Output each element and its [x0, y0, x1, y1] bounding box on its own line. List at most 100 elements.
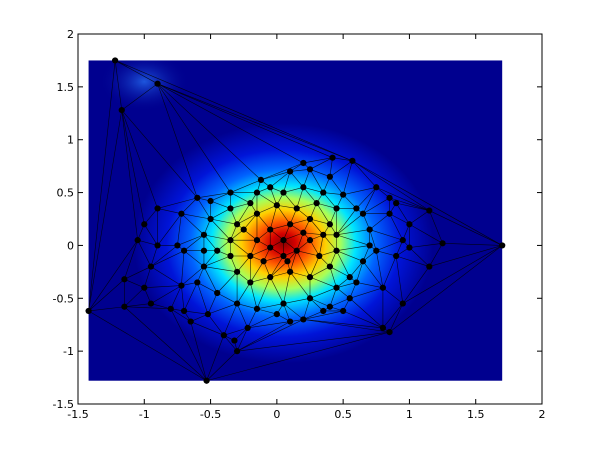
- triangulation-edge: [203, 250, 218, 267]
- data-point: [280, 189, 287, 196]
- triangulation-edge: [181, 285, 185, 312]
- triangulation-edge: [237, 303, 258, 310]
- triangulation-edge: [402, 266, 430, 304]
- y-tick-label: 1: [67, 134, 74, 147]
- data-point: [379, 284, 387, 291]
- triangulation-edge: [336, 213, 364, 236]
- triangulation-edge: [283, 171, 291, 193]
- triangulation-edge: [409, 243, 443, 248]
- triangulation-edge: [114, 60, 123, 111]
- data-point: [287, 268, 294, 275]
- data-point: [399, 237, 406, 244]
- triangulation-edge: [303, 157, 333, 164]
- triangulation-edge: [181, 213, 205, 236]
- data-point: [227, 252, 234, 260]
- triangulation-edge: [223, 303, 238, 336]
- triangulation-edge: [124, 266, 152, 280]
- triangulation-edge: [303, 319, 390, 333]
- triangulation-edge: [197, 282, 218, 294]
- triangulation-edge: [247, 313, 277, 329]
- triangulation-edge: [389, 213, 404, 241]
- data-point: [147, 300, 155, 307]
- triangulation-edge: [170, 285, 182, 309]
- triangulation-edge: [157, 197, 198, 209]
- triangulation-edge: [88, 306, 125, 312]
- triangulation-edge: [336, 208, 357, 236]
- data-point: [260, 258, 267, 265]
- data-point: [141, 221, 148, 228]
- triangulation-edge: [309, 266, 331, 278]
- triangulation-edge: [230, 192, 251, 204]
- data-point: [287, 318, 294, 325]
- triangulation-edge: [121, 110, 145, 225]
- triangulation-edge: [157, 83, 198, 198]
- triangulation-edge: [336, 282, 357, 289]
- triangulation-edge: [290, 271, 311, 278]
- triangulation-edge: [396, 202, 430, 211]
- triangulation-edge: [349, 287, 384, 299]
- triangulation-edge: [352, 160, 430, 211]
- triangulation-edge: [362, 261, 384, 288]
- triangulation-edge: [210, 192, 231, 202]
- triangulation-edge: [309, 169, 330, 177]
- data-point: [247, 200, 254, 207]
- data-point: [220, 332, 227, 339]
- y-tick-label: 0: [67, 239, 74, 252]
- triangulation-edge: [356, 187, 377, 209]
- triangulation-edge: [369, 229, 377, 251]
- triangulation-edge: [269, 187, 278, 206]
- triangulation-edge: [144, 285, 182, 289]
- triangulation-edge: [303, 186, 324, 193]
- triangulation-edge: [329, 266, 337, 288]
- data-point: [267, 244, 274, 251]
- data-point: [386, 194, 393, 201]
- triangulation-edge: [157, 213, 182, 246]
- triangulation-edge: [247, 308, 258, 329]
- data-point: [300, 159, 307, 167]
- data-point: [287, 168, 294, 175]
- triangulation-edge: [270, 261, 288, 278]
- triangulation-edge: [181, 213, 211, 220]
- triangulation-edge: [316, 202, 331, 225]
- data-point: [273, 202, 280, 209]
- x-tick-label: -0.5: [200, 408, 221, 421]
- triangulation-edge: [429, 210, 503, 246]
- triangulation-edge: [236, 303, 248, 329]
- triangulation-edge: [303, 319, 383, 329]
- triangulation-edge: [395, 255, 404, 304]
- triangulation-edge: [303, 232, 324, 236]
- data-point: [366, 226, 373, 233]
- data-point: [306, 215, 314, 223]
- triangulation-edge: [296, 250, 320, 257]
- triangulation-edge: [157, 83, 333, 158]
- triangulation-edge: [375, 250, 384, 288]
- triangulation-edge: [203, 266, 238, 273]
- data-point: [227, 189, 234, 196]
- triangulation-edge: [236, 321, 291, 352]
- triangulation-edge: [336, 229, 370, 236]
- triangulation-edge: [206, 335, 225, 381]
- data-point: [393, 200, 400, 207]
- triangulation-edge: [296, 250, 311, 278]
- triangulation-edge: [409, 247, 430, 267]
- data-point: [134, 237, 141, 244]
- triangulation-edge: [323, 192, 337, 209]
- data-point: [257, 176, 265, 183]
- x-tick-label: 0.5: [334, 408, 352, 421]
- triangulation-edge: [183, 250, 205, 267]
- triangulation-edge: [269, 255, 284, 278]
- triangulation-edge: [382, 255, 397, 288]
- triangulation-edge: [230, 179, 262, 193]
- data-point: [244, 324, 251, 331]
- data-point: [280, 300, 287, 307]
- data-points: [85, 57, 506, 384]
- x-tick-label: 0: [273, 408, 280, 421]
- data-point: [178, 210, 185, 217]
- triangulation-edge: [177, 213, 182, 246]
- triangulation-edge: [124, 306, 207, 381]
- triangulation-edge: [137, 239, 158, 246]
- data-point: [187, 318, 194, 325]
- triangulation-edge: [150, 250, 185, 267]
- triangulation-edge: [206, 331, 390, 382]
- data-point: [267, 184, 274, 191]
